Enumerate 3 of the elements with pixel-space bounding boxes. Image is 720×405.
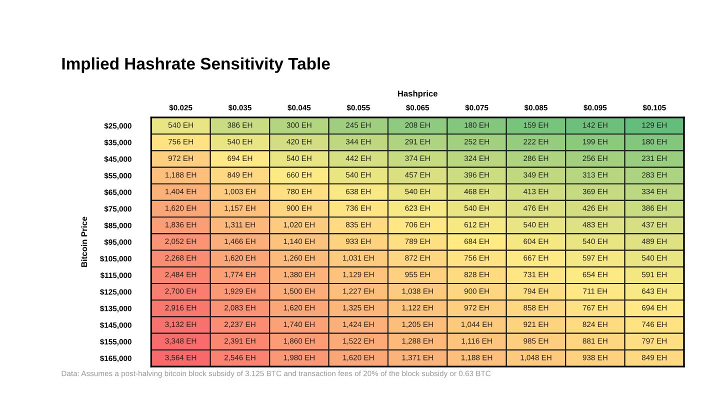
y-axis-title: Bitcoin Price	[81, 216, 88, 267]
x-axis-title: Hashprice	[398, 90, 438, 98]
chart-title: Implied Hashrate Sensitivity Table	[62, 57, 330, 73]
